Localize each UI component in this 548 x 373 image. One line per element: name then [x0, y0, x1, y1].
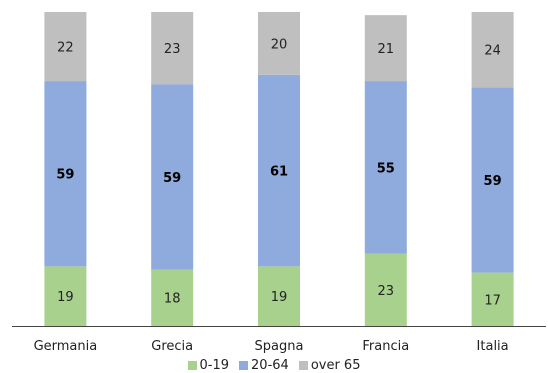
- x-tick-labels: Germania Grecia Spagna Francia Italia: [34, 339, 509, 354]
- data-label-italia-0-19: 17: [484, 293, 501, 308]
- bars-group: [44, 12, 514, 326]
- legend-item-over-65: over 65: [298, 357, 361, 373]
- legend-label-over-65: over 65: [310, 357, 361, 373]
- data-label-italia-20-64: 59: [484, 174, 502, 189]
- legend-swatch-0-19: [187, 360, 197, 370]
- data-label-spagna-0-19: 19: [271, 290, 288, 305]
- bar-spagna-0-19: [258, 266, 300, 326]
- bar-germania-20-64: [44, 81, 87, 267]
- bar-francia-over-65: [364, 15, 407, 82]
- bar-italia-over-65: [471, 12, 514, 88]
- data-labels-group: 19 59 22 18 59 23 19 61 20 23 55 21 17 59 24: [56, 37, 501, 308]
- data-label-germania-0-19: 19: [57, 290, 74, 305]
- x-tick-label-francia: Francia: [362, 339, 409, 354]
- bar-germania-over-65: [44, 12, 87, 82]
- bar-spagna-20-64: [258, 74, 300, 267]
- bar-grecia-0-19: [151, 269, 194, 326]
- legend-label-20-64: 20-64: [251, 357, 289, 373]
- bar-francia-0-19: [364, 253, 407, 326]
- legend: 0-19 20-64 over 65: [0, 357, 548, 373]
- data-label-germania-20-64: 59: [56, 168, 74, 183]
- data-label-francia-over-65: 21: [378, 42, 395, 57]
- data-label-spagna-20-64: 61: [270, 165, 288, 180]
- legend-item-20-64: 20-64: [239, 358, 289, 373]
- legend-item-0-19: 0-19: [187, 357, 230, 373]
- data-label-germania-over-65: 22: [57, 41, 74, 56]
- bar-grecia-over-65: [151, 12, 194, 85]
- legend-label-0-19: 0-19: [199, 357, 230, 373]
- bar-italia-0-19: [471, 272, 514, 326]
- bar-germania-0-19: [44, 266, 87, 326]
- data-label-francia-20-64: 55: [377, 161, 395, 176]
- bar-italia-20-64: [471, 87, 514, 273]
- data-label-grecia-over-65: 23: [164, 42, 181, 57]
- x-tick-label-grecia: Grecia: [151, 339, 193, 354]
- data-label-italia-over-65: 24: [484, 44, 501, 59]
- data-label-grecia-20-64: 59: [163, 171, 181, 186]
- bar-francia-20-64: [364, 81, 407, 254]
- data-label-francia-0-19: 23: [378, 284, 395, 299]
- legend-swatch-20-64: [239, 360, 249, 370]
- legend-swatch-over-65: [298, 360, 308, 370]
- bar-spagna-over-65: [258, 12, 300, 75]
- bar-grecia-20-64: [151, 84, 194, 270]
- data-label-grecia-0-19: 18: [164, 292, 181, 307]
- x-tick-label-spagna: Spagna: [255, 339, 304, 354]
- x-tick-label-germania: Germania: [34, 339, 98, 354]
- data-label-spagna-over-65: 20: [271, 37, 288, 52]
- x-tick-label-italia: Italia: [477, 339, 509, 354]
